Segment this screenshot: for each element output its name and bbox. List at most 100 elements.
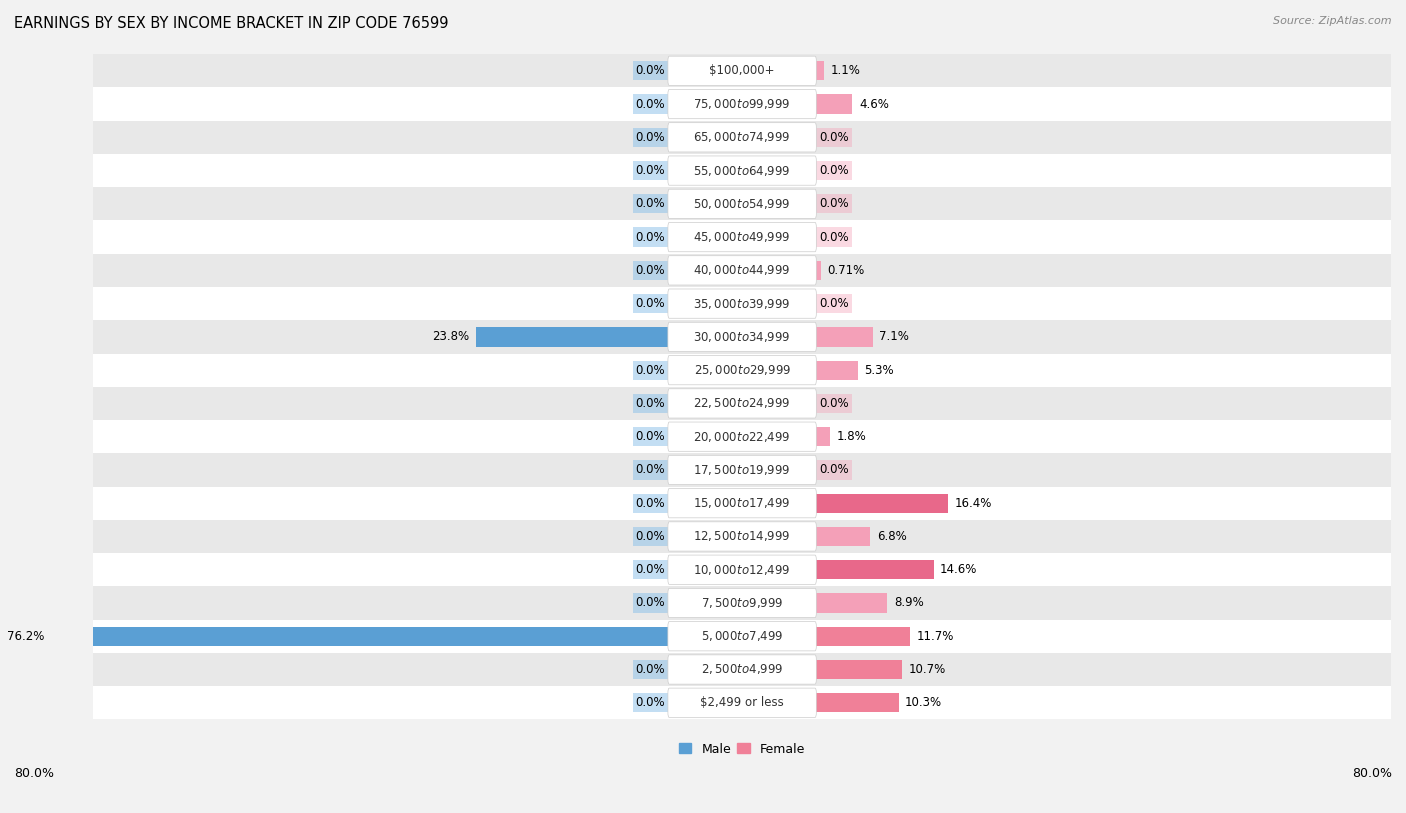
Text: 1.8%: 1.8% [837, 430, 866, 443]
Text: 0.0%: 0.0% [636, 597, 665, 610]
Bar [815, 194, 852, 214]
Bar [633, 593, 669, 613]
Text: 0.0%: 0.0% [636, 563, 665, 576]
Text: 0.0%: 0.0% [636, 198, 665, 211]
Bar [93, 387, 1391, 420]
Bar [815, 693, 898, 712]
Bar [815, 560, 934, 580]
Bar [93, 553, 1391, 586]
Text: 0.0%: 0.0% [636, 497, 665, 510]
Bar [93, 620, 1391, 653]
Text: $65,000 to $74,999: $65,000 to $74,999 [693, 130, 790, 145]
Bar [93, 454, 1391, 486]
Text: $15,000 to $17,499: $15,000 to $17,499 [693, 496, 790, 511]
Bar [633, 527, 669, 546]
Bar [93, 653, 1391, 686]
Bar [815, 61, 824, 80]
Bar [815, 660, 901, 679]
Text: 14.6%: 14.6% [941, 563, 977, 576]
Bar [815, 427, 830, 446]
Text: 0.0%: 0.0% [820, 297, 849, 310]
Text: 80.0%: 80.0% [14, 767, 53, 780]
FancyBboxPatch shape [668, 156, 817, 185]
Text: $2,500 to $4,999: $2,500 to $4,999 [700, 663, 783, 676]
Bar [93, 187, 1391, 220]
FancyBboxPatch shape [668, 688, 817, 717]
Bar [93, 88, 1391, 120]
Bar [633, 393, 669, 413]
Text: $100,000+: $100,000+ [710, 64, 775, 77]
FancyBboxPatch shape [668, 56, 817, 85]
FancyBboxPatch shape [668, 223, 817, 252]
Bar [633, 194, 669, 214]
Bar [93, 354, 1391, 387]
Text: 0.0%: 0.0% [820, 131, 849, 144]
Text: 10.3%: 10.3% [905, 696, 942, 709]
Text: 0.71%: 0.71% [827, 264, 865, 277]
FancyBboxPatch shape [668, 322, 817, 351]
FancyBboxPatch shape [668, 654, 817, 684]
Text: 11.7%: 11.7% [917, 630, 953, 643]
Bar [633, 693, 669, 712]
Text: $35,000 to $39,999: $35,000 to $39,999 [693, 297, 790, 311]
FancyBboxPatch shape [668, 422, 817, 451]
FancyBboxPatch shape [668, 589, 817, 618]
Bar [815, 328, 873, 346]
Text: 0.0%: 0.0% [636, 131, 665, 144]
Bar [93, 420, 1391, 454]
Bar [815, 161, 852, 180]
Text: 0.0%: 0.0% [820, 198, 849, 211]
Bar [815, 360, 858, 380]
Bar [633, 161, 669, 180]
Bar [633, 460, 669, 480]
Text: $7,500 to $9,999: $7,500 to $9,999 [700, 596, 783, 610]
Bar [93, 520, 1391, 553]
Text: $25,000 to $29,999: $25,000 to $29,999 [693, 363, 790, 377]
Bar [815, 493, 948, 513]
Bar [815, 94, 852, 114]
Bar [93, 120, 1391, 154]
Bar [815, 261, 821, 280]
FancyBboxPatch shape [668, 355, 817, 385]
Text: 10.7%: 10.7% [908, 663, 946, 676]
Text: 8.9%: 8.9% [894, 597, 924, 610]
Text: 0.0%: 0.0% [820, 164, 849, 177]
Bar [93, 486, 1391, 520]
Text: $50,000 to $54,999: $50,000 to $54,999 [693, 197, 790, 211]
Bar [93, 54, 1391, 88]
Bar [633, 427, 669, 446]
Bar [93, 586, 1391, 620]
Bar [633, 228, 669, 247]
Bar [93, 320, 1391, 354]
Text: 0.0%: 0.0% [820, 397, 849, 410]
Text: 0.0%: 0.0% [636, 297, 665, 310]
Text: 4.6%: 4.6% [859, 98, 889, 111]
Text: EARNINGS BY SEX BY INCOME BRACKET IN ZIP CODE 76599: EARNINGS BY SEX BY INCOME BRACKET IN ZIP… [14, 16, 449, 31]
Bar [633, 660, 669, 679]
Text: 76.2%: 76.2% [7, 630, 45, 643]
Text: 0.0%: 0.0% [820, 463, 849, 476]
Text: 0.0%: 0.0% [636, 696, 665, 709]
Bar [93, 254, 1391, 287]
Text: 0.0%: 0.0% [636, 430, 665, 443]
FancyBboxPatch shape [668, 256, 817, 285]
Text: $5,000 to $7,499: $5,000 to $7,499 [700, 629, 783, 643]
Bar [93, 287, 1391, 320]
FancyBboxPatch shape [668, 489, 817, 518]
Text: 0.0%: 0.0% [820, 231, 849, 244]
Legend: Male, Female: Male, Female [673, 737, 810, 760]
Text: $22,500 to $24,999: $22,500 to $24,999 [693, 397, 790, 411]
Bar [633, 560, 669, 580]
Bar [815, 593, 887, 613]
Bar [633, 360, 669, 380]
Text: 0.0%: 0.0% [636, 463, 665, 476]
Text: $45,000 to $49,999: $45,000 to $49,999 [693, 230, 790, 244]
Text: $10,000 to $12,499: $10,000 to $12,499 [693, 563, 790, 576]
Text: 7.1%: 7.1% [879, 330, 910, 343]
Text: $17,500 to $19,999: $17,500 to $19,999 [693, 463, 790, 477]
Text: $2,499 or less: $2,499 or less [700, 696, 785, 709]
Text: 0.0%: 0.0% [636, 98, 665, 111]
Text: $20,000 to $22,499: $20,000 to $22,499 [693, 430, 790, 444]
Bar [633, 94, 669, 114]
Text: 6.8%: 6.8% [877, 530, 907, 543]
